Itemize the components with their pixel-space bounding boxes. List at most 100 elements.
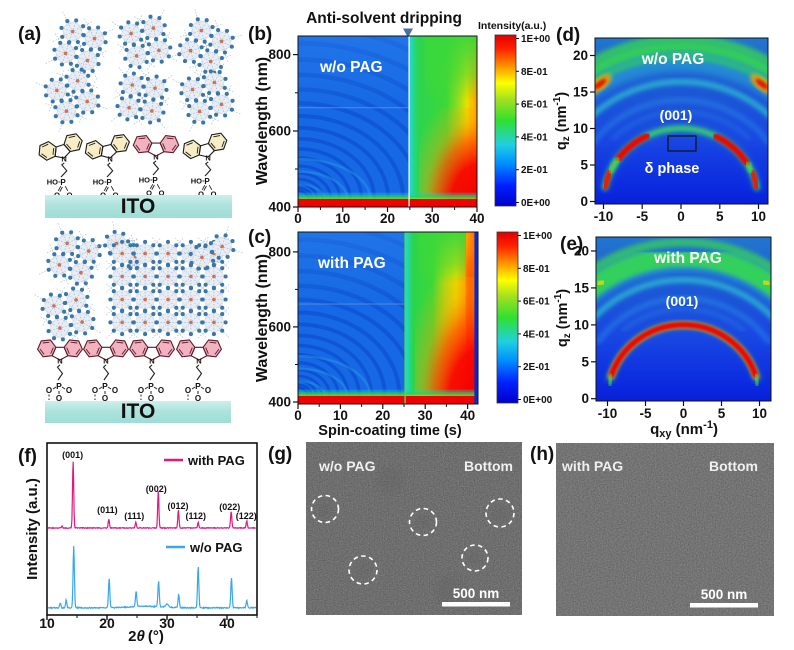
svg-text:(122): (122) <box>236 511 257 521</box>
svg-text:O: O <box>102 394 108 403</box>
svg-text:0E+00: 0E+00 <box>521 198 551 209</box>
svg-text:N: N <box>196 357 201 366</box>
svg-text:20: 20 <box>574 244 589 259</box>
svg-text:HO: HO <box>93 178 104 187</box>
svg-text:O: O <box>198 190 204 199</box>
svg-text:O: O <box>56 394 62 403</box>
svg-text:2θ (°): 2θ (°) <box>128 628 164 645</box>
svg-text:w/o PAG: w/o PAG <box>189 540 242 555</box>
svg-text:15: 15 <box>574 280 590 295</box>
svg-text:O: O <box>159 189 165 198</box>
svg-text:(e): (e) <box>560 234 583 255</box>
svg-text:N: N <box>107 155 112 164</box>
svg-text:0: 0 <box>677 209 685 224</box>
svg-text:2E-01: 2E-01 <box>521 165 548 176</box>
svg-text:O: O <box>138 386 144 395</box>
svg-text:(d): (d) <box>556 25 580 46</box>
svg-text:0: 0 <box>680 406 688 421</box>
svg-text:0: 0 <box>581 391 589 406</box>
svg-text:qz (nm-1): qz (nm-1) <box>553 289 573 347</box>
svg-text:O: O <box>148 394 154 403</box>
svg-text:0: 0 <box>294 408 302 423</box>
svg-text:(b): (b) <box>248 24 272 45</box>
svg-text:10: 10 <box>335 211 350 226</box>
svg-text:P: P <box>148 381 154 391</box>
svg-text:-10: -10 <box>594 209 614 224</box>
svg-text:w/o PAG: w/o PAG <box>319 59 383 76</box>
svg-text:ITO: ITO <box>121 195 156 218</box>
svg-text:10: 10 <box>574 317 589 332</box>
svg-text:2E-01: 2E-01 <box>523 362 550 373</box>
svg-text:(022): (022) <box>219 502 240 512</box>
svg-text:6E-01: 6E-01 <box>523 297 550 308</box>
svg-text:ITO: ITO <box>121 400 156 423</box>
svg-text:20: 20 <box>99 615 115 631</box>
svg-text:(c): (c) <box>248 227 271 248</box>
svg-text:10: 10 <box>751 209 766 224</box>
svg-text:with PAG: with PAG <box>653 250 722 267</box>
svg-text:800: 800 <box>268 244 291 259</box>
svg-text:w/o PAG: w/o PAG <box>641 51 705 68</box>
svg-text:40: 40 <box>219 615 235 631</box>
svg-text:10: 10 <box>333 408 348 423</box>
svg-text:Anti-solvent dripping: Anti-solvent dripping <box>306 10 462 27</box>
svg-text:8E-01: 8E-01 <box>521 67 548 78</box>
svg-text:4E-01: 4E-01 <box>523 329 550 340</box>
svg-text:P: P <box>195 381 201 391</box>
svg-text:with PAG: with PAG <box>187 453 245 468</box>
svg-text:Intensity (a.u.): Intensity (a.u.) <box>24 478 41 580</box>
svg-text:O: O <box>66 386 72 395</box>
svg-text:N: N <box>103 357 108 366</box>
svg-text:4E-01: 4E-01 <box>521 132 548 143</box>
svg-text:-5: -5 <box>639 406 651 421</box>
svg-text:qz (nm-1): qz (nm-1) <box>552 92 572 150</box>
svg-text:P: P <box>102 381 108 391</box>
svg-text:10: 10 <box>752 406 767 421</box>
svg-text:10: 10 <box>39 615 55 631</box>
svg-text:Intensity(a.u.): Intensity(a.u.) <box>478 20 546 32</box>
svg-text:(001): (001) <box>62 450 83 460</box>
svg-text:Spin-coating time (s): Spin-coating time (s) <box>318 423 462 439</box>
svg-text:0: 0 <box>580 194 588 209</box>
svg-text:(111): (111) <box>124 511 144 521</box>
svg-text:w/o PAG: w/o PAG <box>318 458 376 474</box>
svg-text:N: N <box>153 153 158 162</box>
svg-text:800: 800 <box>268 47 291 62</box>
svg-text:Wavelength (nm): Wavelength (nm) <box>254 254 271 382</box>
svg-text:P: P <box>204 177 210 186</box>
svg-text:20: 20 <box>375 408 390 423</box>
svg-text:5: 5 <box>718 406 726 421</box>
svg-text:400: 400 <box>268 200 291 215</box>
svg-text:O: O <box>112 386 118 395</box>
svg-text:(f): (f) <box>18 446 37 467</box>
svg-text:N: N <box>61 155 66 164</box>
svg-text:1E+00: 1E+00 <box>521 34 551 45</box>
svg-text:1E+00: 1E+00 <box>523 231 553 242</box>
svg-text:0: 0 <box>294 211 302 226</box>
svg-text:δ phase: δ phase <box>645 161 700 177</box>
svg-text:N: N <box>149 357 154 366</box>
svg-text:O: O <box>158 386 164 395</box>
svg-text:30: 30 <box>425 211 440 226</box>
svg-text:P: P <box>152 176 158 185</box>
svg-text:30: 30 <box>418 408 433 423</box>
svg-text:500 nm: 500 nm <box>701 587 748 602</box>
svg-text:400: 400 <box>268 395 291 410</box>
svg-text:30: 30 <box>159 615 175 631</box>
svg-text:20: 20 <box>380 211 395 226</box>
svg-text:N: N <box>205 154 210 163</box>
svg-text:P: P <box>56 381 62 391</box>
svg-text:O: O <box>185 386 191 395</box>
svg-text:N: N <box>57 357 62 366</box>
svg-text:(a): (a) <box>18 24 41 45</box>
svg-text:40: 40 <box>469 211 484 226</box>
svg-text:(012): (012) <box>167 501 188 511</box>
svg-text:Wavelength (nm): Wavelength (nm) <box>254 57 271 185</box>
svg-text:P: P <box>60 178 66 187</box>
svg-text:O: O <box>205 386 211 395</box>
svg-text:15: 15 <box>573 85 589 100</box>
svg-text:O: O <box>92 386 98 395</box>
svg-text:(001): (001) <box>660 107 693 123</box>
svg-text:(011): (011) <box>97 505 118 515</box>
svg-text:0E+00: 0E+00 <box>523 395 553 406</box>
